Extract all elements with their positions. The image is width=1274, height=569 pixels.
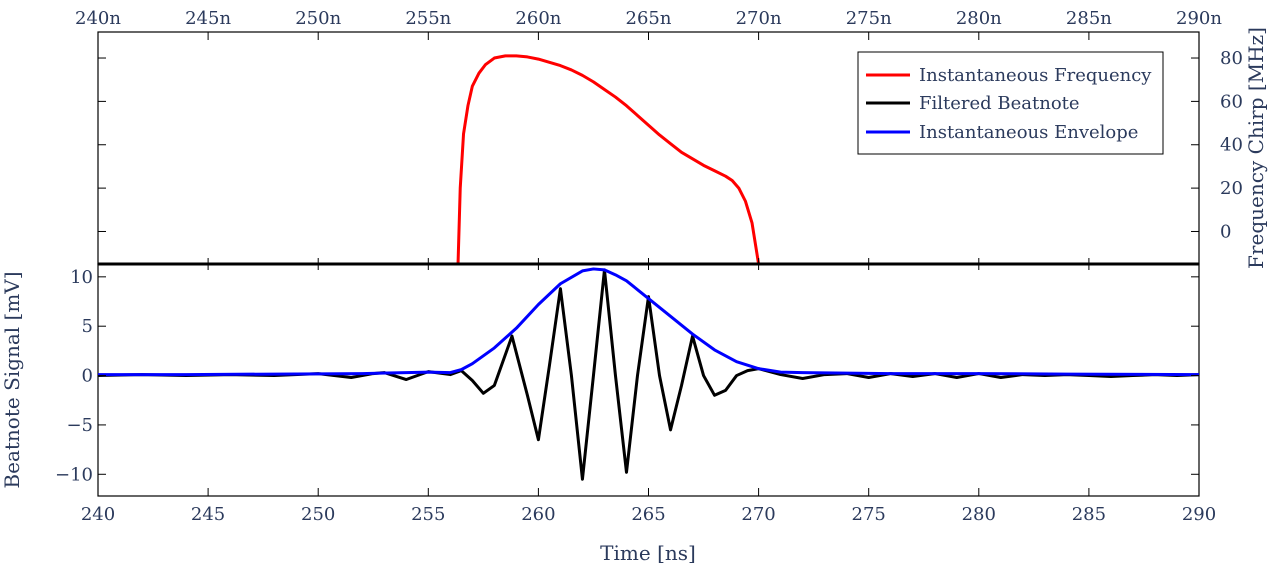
legend-label-filtered-beatnote: Filtered Beatnote (919, 93, 1080, 114)
legend-label-instantaneous-envelope: Instantaneous Envelope (919, 122, 1138, 143)
top-x-tick-label: 245n (185, 8, 231, 29)
bottom-x-tick-label: 240 (81, 504, 115, 525)
bottom-y-tick-label: −5 (66, 415, 93, 436)
bottom-x-tick-label: 290 (1182, 504, 1216, 525)
top-x-tick-label: 275n (846, 8, 892, 29)
top-y-tick-label: 40 (1220, 135, 1243, 156)
top-x-ticks: 240n 245n 250n 255n 260n 265n 270n 275n 280n 285n… (75, 8, 1222, 270)
legend-label-instantaneous-frequency: Instantaneous Frequency (919, 65, 1152, 86)
bottom-series-group (98, 267, 1199, 481)
top-x-tick-label: 240n (75, 8, 121, 29)
top-y-tick-label: 20 (1220, 178, 1243, 199)
top-y-tick-label: 60 (1220, 91, 1243, 112)
bottom-y-ticks: −10 −5 0 5 10 (55, 267, 1199, 485)
top-x-tick-label: 285n (1066, 8, 1112, 29)
top-x-tick-label: 250n (295, 8, 341, 29)
bottom-x-tick-label: 260 (521, 504, 555, 525)
top-panel: 240n 245n 250n 255n 260n 265n 270n 275n 280n 285n… (75, 8, 1268, 270)
bottom-x-tick-label: 285 (1072, 504, 1106, 525)
bottom-y-tick-label: 0 (82, 366, 93, 387)
top-x-tick-label: 260n (515, 8, 561, 29)
bottom-y-axis-label: Beatnote Signal [mV] (0, 271, 24, 488)
bottom-x-tick-label: 280 (962, 504, 996, 525)
top-x-tick-label: 290n (1176, 8, 1222, 29)
series-line-instantaneous-frequency (456, 54, 761, 264)
top-series-group (456, 54, 761, 264)
top-x-tick-label: 270n (736, 8, 782, 29)
top-y-tick-label: 80 (1220, 48, 1243, 69)
bottom-x-tick-label: 270 (741, 504, 775, 525)
bottom-y-tick-label: −10 (55, 464, 93, 485)
series-line-instantaneous-envelope (98, 267, 1199, 377)
top-x-tick-label: 265n (626, 8, 672, 29)
bottom-x-tick-label: 250 (301, 504, 335, 525)
bottom-x-tick-label: 255 (411, 504, 445, 525)
top-x-tick-label: 280n (956, 8, 1002, 29)
bottom-x-ticks: 240 245 250 255 260 265 270 275 280 285 290 (81, 488, 1216, 525)
x-axis-label: Time [ns] (600, 541, 696, 565)
legend: Instantaneous Frequency Filtered Beatnot… (857, 51, 1164, 155)
bottom-x-tick-label: 275 (852, 504, 886, 525)
bottom-y-tick-label: 10 (70, 267, 93, 288)
top-y-axis-label: Frequency Chirp [MHz] (1244, 27, 1268, 269)
bottom-x-tick-label: 245 (191, 504, 225, 525)
bottom-panel: 240 245 250 255 260 265 270 275 280 285 290 −10 −5 0… (0, 263, 1216, 525)
top-y-tick-label: 0 (1220, 221, 1231, 242)
bottom-y-tick-label: 5 (82, 316, 93, 337)
top-y-ticks: 0 20 40 60 80 (98, 48, 1243, 242)
top-x-tick-label: 255n (405, 8, 451, 29)
bottom-x-tick-label: 265 (631, 504, 665, 525)
